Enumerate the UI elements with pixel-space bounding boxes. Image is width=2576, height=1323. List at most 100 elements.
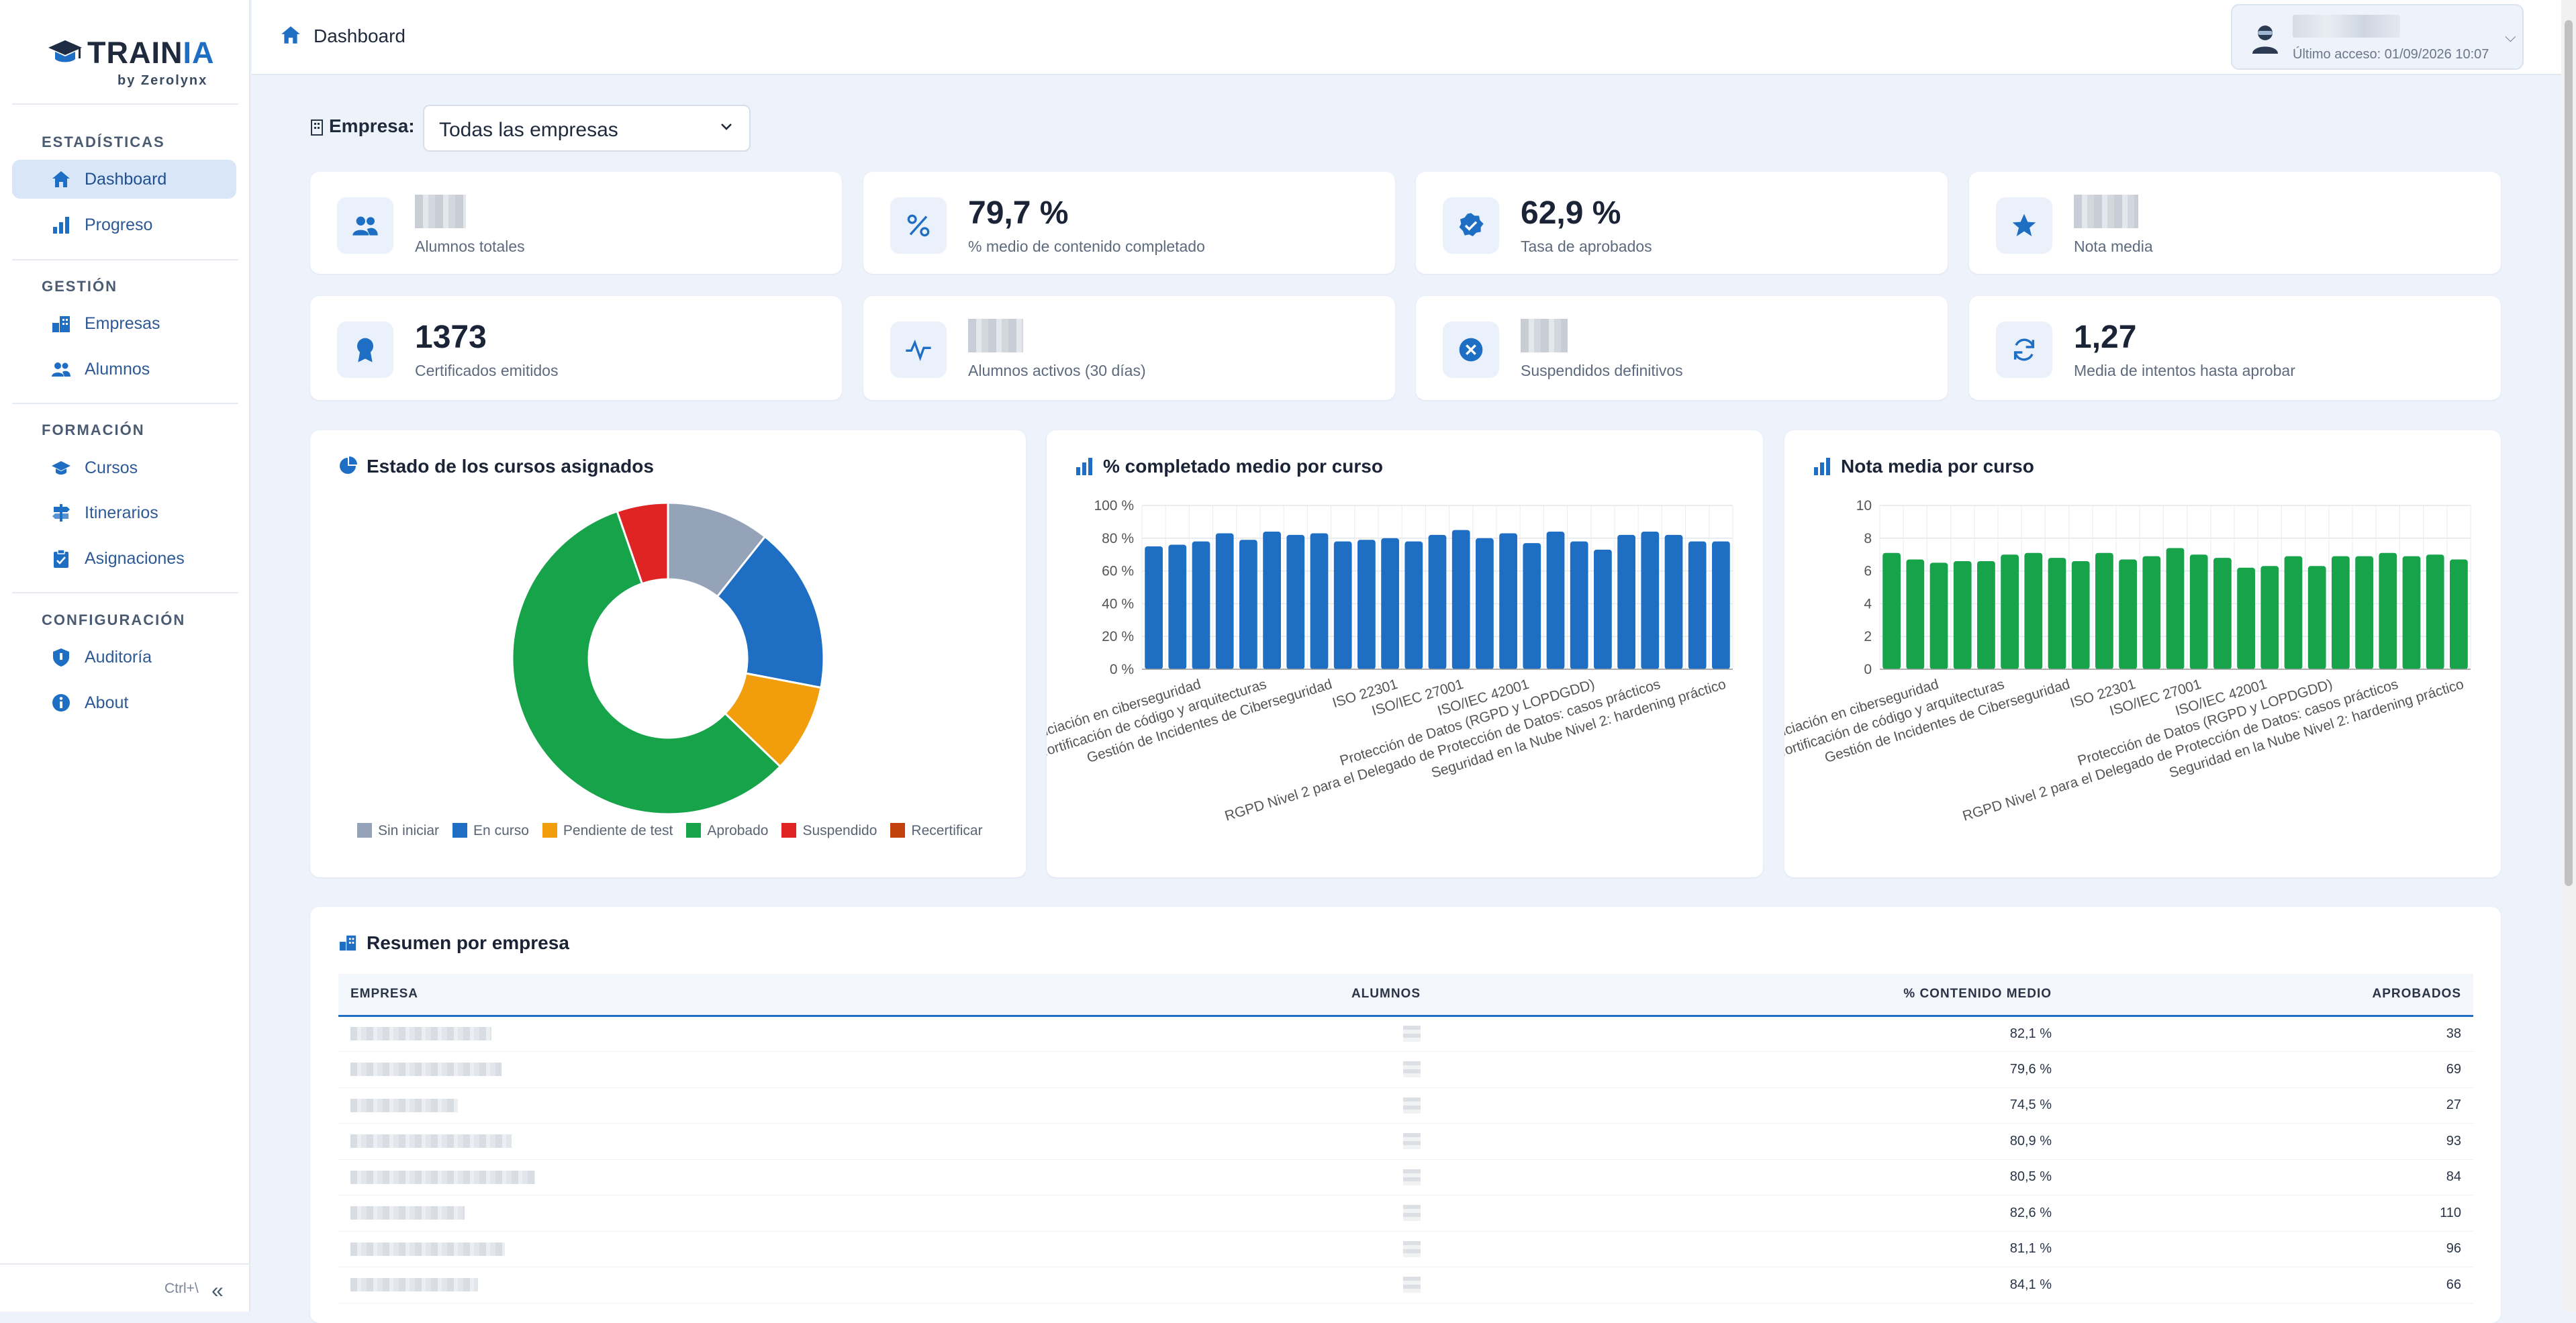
- col-aprobados[interactable]: APROBADOS: [2064, 974, 2473, 1017]
- sidebar-item-about[interactable]: About: [12, 683, 236, 722]
- bar[interactable]: [1310, 533, 1329, 669]
- bar[interactable]: [1546, 532, 1565, 669]
- bar[interactable]: [1451, 530, 1470, 669]
- bar[interactable]: [1617, 534, 1635, 669]
- bar[interactable]: [2260, 566, 2279, 669]
- table-row[interactable]: 84,1 % 66: [338, 1267, 2473, 1304]
- refresh-icon: [2013, 338, 2035, 361]
- table-row[interactable]: 82,1 % 38: [338, 1016, 2473, 1052]
- bar[interactable]: [1882, 552, 1901, 669]
- bar[interactable]: [2426, 554, 2444, 669]
- bar[interactable]: [2379, 552, 2397, 669]
- alumnos-redacted: [1319, 1195, 1433, 1232]
- table-row[interactable]: 81,1 % 96: [338, 1231, 2473, 1267]
- page-scrollbar[interactable]: [2561, 0, 2576, 1312]
- bar[interactable]: [1641, 532, 1660, 669]
- legend-item[interactable]: En curso: [452, 823, 529, 838]
- bar[interactable]: [1263, 532, 1281, 669]
- bar[interactable]: [1953, 560, 1972, 669]
- col-alumnos[interactable]: ALUMNOS: [1319, 974, 1433, 1017]
- bar[interactable]: [1664, 534, 1683, 669]
- col-empresa[interactable]: EMPRESA: [338, 974, 1319, 1017]
- bar[interactable]: [1906, 559, 1925, 669]
- bar[interactable]: [2095, 552, 2113, 669]
- bar[interactable]: [2450, 559, 2468, 669]
- bar[interactable]: [1523, 543, 1541, 669]
- legend-item[interactable]: Recertificar: [890, 823, 983, 838]
- col-contenido[interactable]: % CONTENIDO MEDIO: [1433, 974, 2064, 1017]
- table-row[interactable]: 80,9 % 93: [338, 1123, 2473, 1160]
- donut-slice-suspendido[interactable]: [616, 501, 669, 585]
- summary-title: Resumen por empresa: [338, 932, 569, 954]
- app-logo[interactable]: TRAINIA by Zerolynx: [42, 32, 216, 93]
- user-menu[interactable]: Último acceso: 01/09/2026 10:07 ⌵: [2231, 4, 2524, 70]
- sidebar-item-auditoria[interactable]: Auditoría: [12, 638, 236, 677]
- sidebar-item-label: Itinerarios: [85, 503, 158, 522]
- bar[interactable]: [1594, 549, 1612, 669]
- kpi-icon-box: [337, 197, 393, 254]
- home-icon: [281, 26, 300, 44]
- bar[interactable]: [1357, 540, 1376, 669]
- sidebar-item-asignaciones[interactable]: Asignaciones: [12, 539, 236, 578]
- bar[interactable]: [2237, 567, 2255, 669]
- bar[interactable]: [2213, 558, 2232, 669]
- bar[interactable]: [2166, 548, 2185, 669]
- table-row[interactable]: 74,5 % 27: [338, 1087, 2473, 1124]
- bar[interactable]: [1570, 541, 1588, 669]
- bar[interactable]: [2402, 556, 2421, 669]
- bar[interactable]: [1192, 541, 1210, 669]
- legend-item[interactable]: Pendiente de test: [542, 823, 673, 838]
- donut-slice-aprobado[interactable]: [511, 509, 782, 816]
- bar[interactable]: [2119, 559, 2137, 669]
- sidebar-item-label: Asignaciones: [85, 549, 185, 568]
- bar[interactable]: [1929, 562, 1948, 669]
- y-tick-label: 2: [1864, 629, 1872, 644]
- bar[interactable]: [1404, 541, 1423, 669]
- sidebar-item-progreso[interactable]: Progreso: [12, 205, 236, 244]
- sidebar-item-itinerarios[interactable]: Itinerarios: [12, 493, 236, 532]
- bar[interactable]: [1168, 544, 1187, 669]
- table-row[interactable]: 80,5 % 84: [338, 1159, 2473, 1195]
- bar[interactable]: [1381, 538, 1399, 669]
- bar[interactable]: [2071, 560, 2090, 669]
- bar[interactable]: [2142, 556, 2161, 669]
- bar[interactable]: [1688, 541, 1707, 669]
- bar[interactable]: [1977, 560, 1995, 669]
- bar[interactable]: [1286, 534, 1305, 669]
- donut-slice-en-curso[interactable]: [716, 535, 825, 689]
- sidebar-item-label: Dashboard: [85, 170, 167, 189]
- bar[interactable]: [1428, 534, 1447, 669]
- bar[interactable]: [2332, 556, 2350, 669]
- bar[interactable]: [2024, 552, 2043, 669]
- bar[interactable]: [1476, 538, 1494, 669]
- company-select[interactable]: Todas las empresas: [423, 105, 751, 152]
- bar[interactable]: [2307, 566, 2326, 669]
- bar[interactable]: [1239, 540, 1257, 669]
- y-tick-label: 6: [1864, 564, 1872, 579]
- bar[interactable]: [2048, 558, 2066, 669]
- app-name-accent: IA: [183, 36, 215, 70]
- chart-card-nota-media: Nota media por curso 0 2 4 6 8 10 Concienciaci…: [1784, 430, 2501, 877]
- sidebar-item-empresas[interactable]: Empresas: [12, 304, 236, 343]
- bar[interactable]: [1499, 533, 1517, 669]
- bar[interactable]: [2355, 556, 2373, 669]
- table-row[interactable]: 82,6 % 110: [338, 1195, 2473, 1232]
- sidebar-item-alumnos[interactable]: Alumnos: [12, 350, 236, 389]
- bar[interactable]: [1215, 533, 1234, 669]
- collapse-sidebar-icon[interactable]: «: [211, 1278, 224, 1302]
- bar[interactable]: [1712, 541, 1730, 669]
- bar[interactable]: [2189, 554, 2208, 669]
- legend-item[interactable]: Aprobado: [686, 823, 768, 838]
- bar[interactable]: [2001, 554, 2019, 669]
- legend-item[interactable]: Sin iniciar: [357, 823, 439, 838]
- kpi-alumnos-activos: Alumnos activos (30 días): [863, 296, 1395, 400]
- table-row[interactable]: 79,6 % 69: [338, 1051, 2473, 1088]
- sidebar-item-cursos[interactable]: Cursos: [12, 448, 236, 487]
- sidebar-item-dashboard[interactable]: Dashboard: [12, 160, 236, 199]
- percent-icon: [907, 214, 930, 237]
- bar[interactable]: [1145, 546, 1163, 669]
- legend-item[interactable]: Suspendido: [781, 823, 877, 838]
- bar[interactable]: [2284, 556, 2303, 669]
- scrollbar-thumb[interactable]: [2565, 20, 2573, 886]
- bar[interactable]: [1333, 541, 1352, 669]
